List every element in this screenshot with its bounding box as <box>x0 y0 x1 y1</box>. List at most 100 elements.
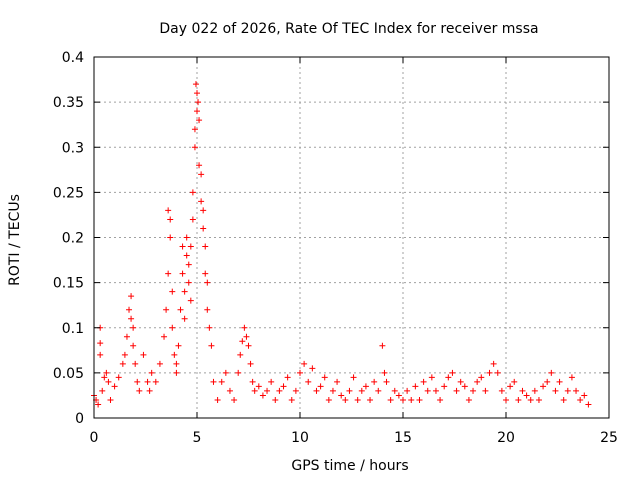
data-point <box>437 396 444 403</box>
data-point <box>196 162 203 169</box>
data-point <box>181 288 188 295</box>
data-point <box>362 383 369 390</box>
data-point <box>144 378 151 385</box>
data-point <box>482 387 489 394</box>
data-point <box>200 207 207 214</box>
data-point <box>243 333 250 340</box>
data-point <box>251 387 258 394</box>
y-tick-label: 0.2 <box>62 231 84 247</box>
data-point <box>577 396 584 403</box>
data-point <box>408 396 415 403</box>
data-point <box>519 387 526 394</box>
data-point <box>185 261 192 268</box>
data-point <box>276 387 283 394</box>
chart-title: Day 022 of 2026, Rate Of TEC Index for r… <box>159 21 538 37</box>
data-point <box>503 396 509 403</box>
data-point <box>280 383 287 390</box>
data-point <box>428 374 435 381</box>
data-point <box>194 108 200 115</box>
y-tick-label: 0.35 <box>53 95 84 111</box>
grid <box>94 57 609 418</box>
data-point <box>204 279 211 286</box>
data-point <box>321 374 328 381</box>
data-point <box>457 378 464 385</box>
data-point <box>453 387 460 394</box>
data-point <box>134 378 141 385</box>
data-point <box>255 383 262 390</box>
data-point <box>247 360 254 367</box>
data-point <box>200 225 207 232</box>
data-point <box>334 378 341 385</box>
data-point <box>523 392 530 399</box>
data-point <box>249 378 256 385</box>
data-point <box>416 396 423 403</box>
y-tick-label: 0.15 <box>53 276 84 292</box>
data-point <box>171 351 178 358</box>
data-point <box>264 387 271 394</box>
data-point <box>183 234 190 241</box>
data-point <box>140 351 147 358</box>
data-point <box>226 387 233 394</box>
data-point <box>245 342 252 349</box>
data-point <box>146 387 153 394</box>
data-point <box>381 369 388 376</box>
data-point <box>494 369 501 376</box>
data-point <box>173 360 180 367</box>
y-tick-label: 0.1 <box>62 321 84 337</box>
data-point <box>441 383 448 390</box>
data-point <box>585 401 592 408</box>
data-point <box>167 216 174 223</box>
data-point <box>165 207 172 214</box>
data-point <box>515 396 522 403</box>
data-point <box>560 396 567 403</box>
data-point <box>367 396 374 403</box>
data-point <box>486 369 493 376</box>
data-point <box>179 243 186 250</box>
data-point <box>169 288 176 295</box>
data-point <box>400 396 406 403</box>
data-point <box>241 324 248 331</box>
data-point <box>540 383 547 390</box>
y-tick-label: 0.05 <box>53 366 84 382</box>
x-tick-label: 5 <box>193 430 202 446</box>
data-point <box>420 378 427 385</box>
data-point <box>192 81 199 88</box>
data-point <box>195 99 202 106</box>
data-point <box>214 396 221 403</box>
data-point <box>556 378 563 385</box>
data-point <box>544 378 551 385</box>
data-point <box>169 324 176 331</box>
data-point <box>498 387 505 394</box>
data-point <box>130 342 137 349</box>
data-point <box>412 383 419 390</box>
data-point <box>507 383 514 390</box>
y-tick-label: 0.3 <box>62 140 84 156</box>
x-tick-label: 0 <box>90 430 99 446</box>
data-point <box>202 243 209 250</box>
data-point <box>123 333 130 340</box>
data-point <box>268 378 275 385</box>
data-point <box>152 378 159 385</box>
y-axis-label: ROTI / TECUs <box>7 194 23 286</box>
data-point <box>165 270 172 277</box>
data-point <box>568 374 575 381</box>
data-point <box>239 338 246 345</box>
data-point <box>128 315 135 322</box>
data-point <box>465 396 472 403</box>
data-point <box>121 351 128 358</box>
data-point <box>259 392 266 399</box>
data-point <box>535 396 542 403</box>
data-point <box>198 198 205 205</box>
data-point <box>97 351 104 358</box>
data-point <box>449 369 456 376</box>
data-point <box>181 315 188 322</box>
data-point <box>552 387 559 394</box>
x-tick-label: 10 <box>291 430 309 446</box>
data-point <box>101 374 108 381</box>
data-point <box>105 378 112 385</box>
data-point <box>196 117 203 124</box>
data-point <box>292 387 299 394</box>
data-point <box>111 383 118 390</box>
data-point <box>183 252 190 259</box>
